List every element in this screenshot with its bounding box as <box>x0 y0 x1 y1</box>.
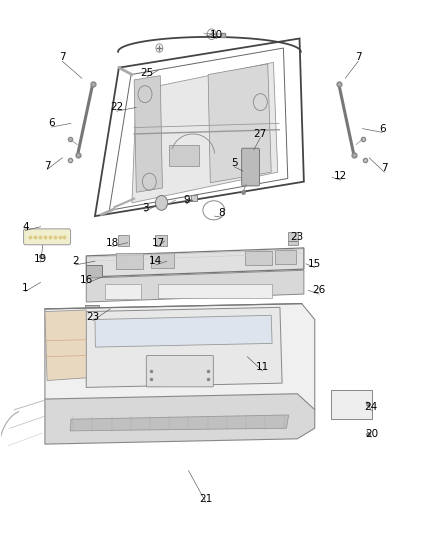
Text: 17: 17 <box>152 238 165 248</box>
FancyBboxPatch shape <box>155 235 167 246</box>
Text: 23: 23 <box>291 232 304 243</box>
Text: 15: 15 <box>308 259 321 269</box>
Text: 6: 6 <box>379 124 385 134</box>
Polygon shape <box>86 270 304 302</box>
Text: 19: 19 <box>34 254 47 263</box>
FancyBboxPatch shape <box>288 232 298 245</box>
FancyBboxPatch shape <box>85 305 99 319</box>
Text: 7: 7 <box>59 52 66 62</box>
Polygon shape <box>70 415 289 431</box>
Text: 8: 8 <box>218 208 225 219</box>
FancyBboxPatch shape <box>275 249 296 264</box>
FancyBboxPatch shape <box>245 251 272 265</box>
Text: 11: 11 <box>256 362 269 372</box>
Text: 4: 4 <box>22 222 28 232</box>
Text: 23: 23 <box>86 312 99 322</box>
Polygon shape <box>95 316 272 347</box>
Text: 9: 9 <box>183 195 190 205</box>
Text: 24: 24 <box>365 402 378 412</box>
Text: 1: 1 <box>22 282 28 293</box>
Text: 22: 22 <box>110 102 124 112</box>
FancyBboxPatch shape <box>151 253 174 268</box>
Polygon shape <box>132 62 278 203</box>
Circle shape <box>155 196 168 211</box>
Text: 26: 26 <box>312 285 326 295</box>
FancyBboxPatch shape <box>158 284 272 298</box>
Text: 21: 21 <box>199 494 212 504</box>
Polygon shape <box>45 310 86 381</box>
Text: 2: 2 <box>72 256 79 266</box>
Text: 18: 18 <box>106 238 119 248</box>
FancyBboxPatch shape <box>86 265 102 282</box>
Text: 5: 5 <box>231 158 237 168</box>
Text: 20: 20 <box>365 429 378 439</box>
FancyBboxPatch shape <box>106 284 141 299</box>
FancyBboxPatch shape <box>331 390 372 419</box>
FancyBboxPatch shape <box>24 229 71 245</box>
Text: 7: 7 <box>355 52 362 62</box>
Text: 3: 3 <box>142 203 148 213</box>
Text: 25: 25 <box>141 68 154 78</box>
Polygon shape <box>45 394 315 444</box>
Polygon shape <box>134 76 162 192</box>
Text: 27: 27 <box>254 129 267 139</box>
Text: 7: 7 <box>381 164 388 173</box>
Polygon shape <box>86 248 304 277</box>
FancyBboxPatch shape <box>116 253 143 269</box>
Polygon shape <box>86 308 282 387</box>
FancyBboxPatch shape <box>146 356 213 387</box>
FancyBboxPatch shape <box>118 235 129 246</box>
Text: 10: 10 <box>210 30 223 40</box>
FancyBboxPatch shape <box>169 144 199 166</box>
Text: 14: 14 <box>149 256 162 266</box>
Text: 6: 6 <box>48 118 55 128</box>
Text: 12: 12 <box>334 172 347 181</box>
Polygon shape <box>45 304 315 428</box>
Text: 16: 16 <box>80 274 93 285</box>
Polygon shape <box>208 64 271 183</box>
Text: 7: 7 <box>44 161 50 171</box>
FancyBboxPatch shape <box>242 148 259 186</box>
